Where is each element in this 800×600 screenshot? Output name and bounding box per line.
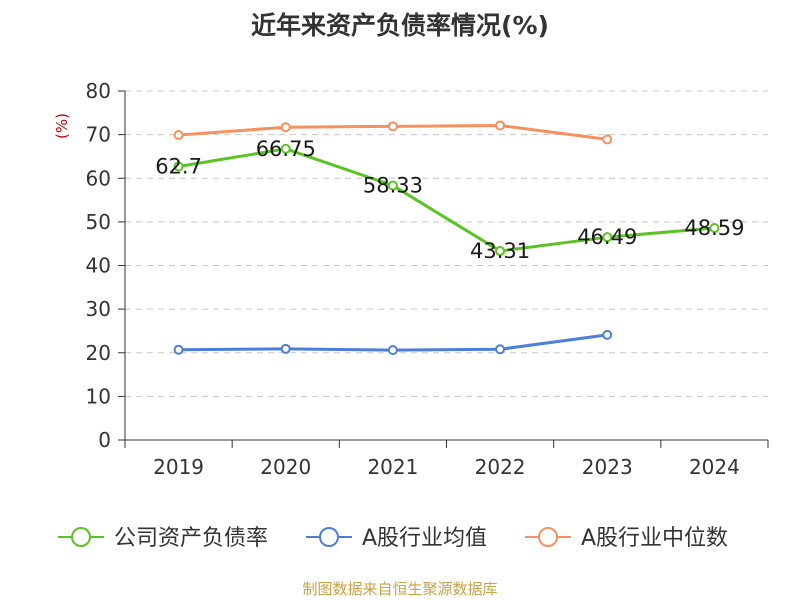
legend-marker: [71, 527, 91, 547]
source-note: 制图数据来自恒生聚源数据库: [302, 580, 498, 598]
data-point: [495, 344, 506, 355]
data-point: [173, 161, 184, 172]
chart-title: 近年来资产负债率情况(%): [251, 11, 549, 40]
data-label: 43.31: [470, 239, 530, 263]
data-point: [602, 232, 613, 243]
legend-marker: [319, 527, 339, 547]
series: [173, 120, 720, 356]
legend-item[interactable]: A股行业均值: [306, 526, 487, 551]
data-point: [280, 122, 291, 133]
data-point: [387, 180, 398, 191]
legend-marker: [538, 527, 558, 547]
legend-item[interactable]: A股行业中位数: [525, 526, 728, 551]
y-tick-label: 50: [86, 210, 111, 234]
data-point: [173, 344, 184, 355]
data-point: [709, 223, 720, 234]
y-tick-label: 10: [86, 384, 111, 408]
gridlines: [125, 90, 768, 397]
data-label: 46.49: [577, 225, 637, 249]
series-line: [178, 147, 715, 253]
data-label: 48.59: [684, 216, 744, 240]
data-point: [280, 343, 291, 354]
x-tick-label: 2024: [689, 455, 740, 479]
legend-label: 公司资产负债率: [114, 526, 268, 551]
x-tick-label: 2021: [367, 455, 418, 479]
data-label: 58.33: [363, 174, 423, 198]
x-tick-label: 2019: [153, 455, 204, 479]
y-tick-label: 40: [86, 254, 111, 278]
data-point: [602, 329, 613, 340]
data-point: [495, 120, 506, 131]
legend-label: A股行业中位数: [581, 526, 728, 551]
data-label: 66.75: [256, 137, 316, 161]
x-tick-label: 2020: [260, 455, 311, 479]
data-labels: 62.7 66.75 58.33 43.31 46.49 48.59: [155, 137, 744, 263]
data-label: 62.7: [155, 154, 202, 178]
data-point: [602, 134, 613, 145]
y-tick-label: 70: [86, 123, 111, 147]
legend: 公司资产负债率 A股行业均值 A股行业中位数: [58, 526, 728, 551]
data-point: [280, 143, 291, 154]
y-tick-label: 0: [98, 428, 111, 452]
y-tick-label: 60: [86, 166, 111, 190]
y-tick-label: 30: [86, 297, 111, 321]
x-tick-label: 2023: [582, 455, 633, 479]
y-tick-label: 20: [86, 341, 111, 365]
axes: 0 10 20 30 40 50 60 70 80 2019 2020 2021 2022 2023 202…: [53, 79, 769, 479]
legend-label: A股行业均值: [362, 526, 487, 551]
data-point: [387, 345, 398, 356]
data-point: [495, 246, 506, 257]
x-tick-label: 2022: [475, 455, 526, 479]
data-point: [387, 121, 398, 132]
legend-item[interactable]: 公司资产负债率: [58, 526, 268, 551]
y-tick-label: 80: [86, 79, 111, 103]
y-axis-label: (%): [53, 113, 71, 139]
data-point: [173, 130, 184, 141]
